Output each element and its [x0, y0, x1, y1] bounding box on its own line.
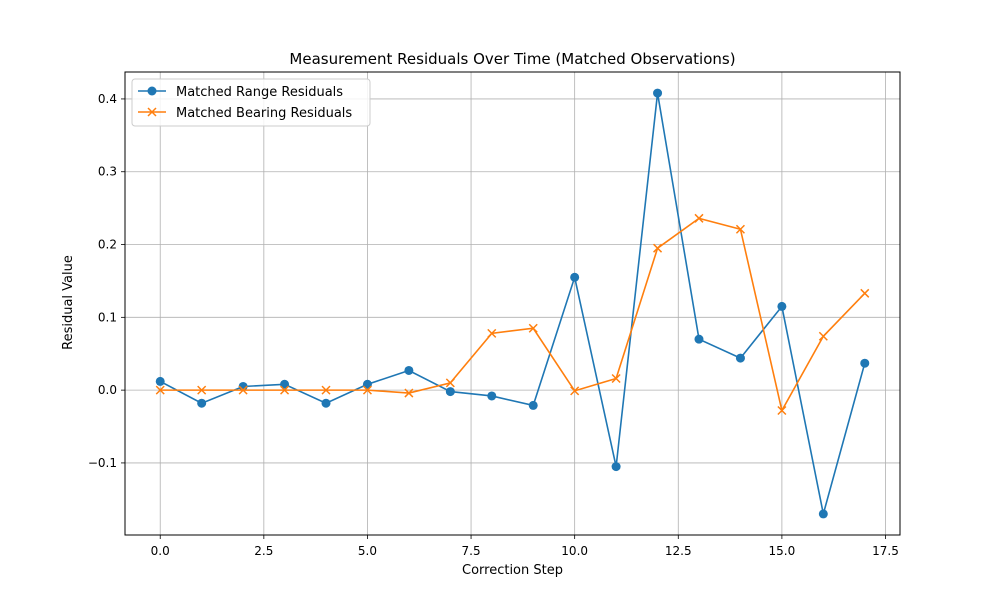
x-tick-label: 5.0 [358, 544, 377, 558]
y-tick-label: 0.3 [98, 165, 117, 179]
data-point [860, 358, 870, 368]
data-point [777, 301, 787, 311]
ticks: 0.0 2.5 5.0 7.5 10.0 12.5 15.0 17.5 −0.1 0.0 0.1 0.… [88, 92, 899, 558]
data-point [280, 385, 290, 395]
series-2 [155, 213, 870, 416]
data-point [404, 388, 414, 398]
y-tick-label: 0.0 [98, 383, 117, 397]
y-tick-label: −0.1 [88, 456, 117, 470]
data-point [487, 391, 497, 401]
data-point [694, 334, 704, 344]
series-layer [155, 88, 870, 519]
data-point [197, 398, 207, 408]
y-tick-label: 0.1 [98, 310, 117, 324]
data-point [735, 224, 745, 234]
data-point [611, 462, 621, 472]
x-tick-label: 12.5 [665, 544, 692, 558]
data-point [155, 376, 165, 386]
x-tick-label: 2.5 [254, 544, 273, 558]
x-tick-label: 7.5 [462, 544, 481, 558]
data-point [694, 213, 704, 223]
data-point [280, 379, 290, 389]
y-axis-label: Residual Value [61, 255, 76, 350]
data-point [238, 385, 248, 395]
legend-marker [147, 86, 157, 96]
data-point [777, 405, 787, 416]
data-point [735, 353, 745, 363]
legend-label: Matched Bearing Residuals [176, 106, 352, 121]
data-point [818, 509, 828, 519]
legend-box [131, 78, 371, 127]
legend-label: Matched Range Residuals [176, 85, 343, 100]
data-point [528, 400, 538, 410]
data-point [445, 387, 455, 397]
series-line [159, 92, 866, 515]
series-1 [155, 88, 870, 519]
data-point [653, 243, 663, 253]
data-point [321, 398, 331, 408]
legend: Matched Range Residuals Matched Bearing R… [131, 78, 371, 127]
data-point [653, 88, 663, 98]
plot-frame [124, 71, 901, 536]
x-tick-label: 10.0 [561, 544, 588, 558]
data-point [445, 378, 455, 388]
data-point [818, 331, 828, 341]
data-point [570, 272, 580, 282]
x-tick-label: 0.0 [151, 544, 170, 558]
data-point [860, 288, 870, 298]
legend-item: Matched Bearing Residuals [138, 106, 352, 121]
chart-title: Measurement Residuals Over Time (Matched… [289, 50, 735, 68]
series-line [160, 217, 866, 413]
x-tick-label: 17.5 [872, 544, 899, 558]
y-tick-label: 0.4 [98, 92, 117, 106]
data-point [528, 323, 538, 333]
data-point [487, 328, 497, 338]
data-point [197, 385, 207, 395]
legend-marker [147, 107, 157, 117]
data-point [404, 365, 414, 375]
legend-item: Matched Range Residuals [138, 85, 343, 100]
data-point [570, 386, 580, 396]
x-axis-label: Correction Step [462, 563, 563, 578]
grid [125, 72, 900, 535]
y-tick-label: 0.2 [98, 238, 117, 252]
data-point [362, 385, 372, 395]
x-tick-label: 15.0 [769, 544, 796, 558]
data-point [321, 385, 331, 395]
data-point [155, 385, 165, 395]
data-point [362, 379, 372, 389]
data-point [611, 373, 621, 384]
